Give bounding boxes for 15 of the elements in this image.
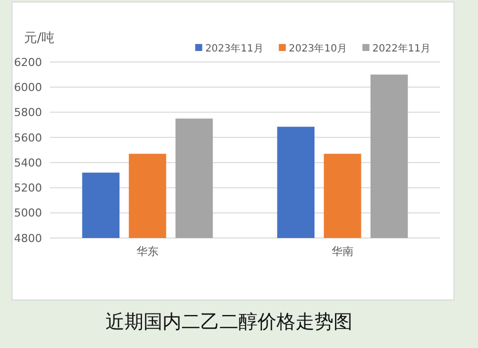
- y-axis-title: 元/吨: [24, 31, 54, 46]
- legend-label: 2023年11月: [205, 42, 264, 54]
- x-tick-label: 华南: [332, 245, 354, 258]
- y-tick-label: 6000: [14, 80, 42, 94]
- y-tick-label: 6200: [14, 56, 42, 69]
- y-tick-label: 5000: [14, 206, 42, 220]
- text: 近期国内二乙二醇价格走势图: [106, 311, 352, 333]
- y-tick-label: 5800: [14, 106, 42, 120]
- y-tick-label: 4800: [14, 232, 42, 245]
- legend-label: 2023年10月: [288, 42, 347, 54]
- legend-label: 2022年11月: [372, 42, 431, 54]
- y-tick-label: 5200: [14, 182, 42, 195]
- y-tick-label: 5600: [14, 131, 42, 144]
- y-tick-label: 5400: [14, 156, 42, 170]
- x-tick-label: 华东: [136, 245, 158, 258]
